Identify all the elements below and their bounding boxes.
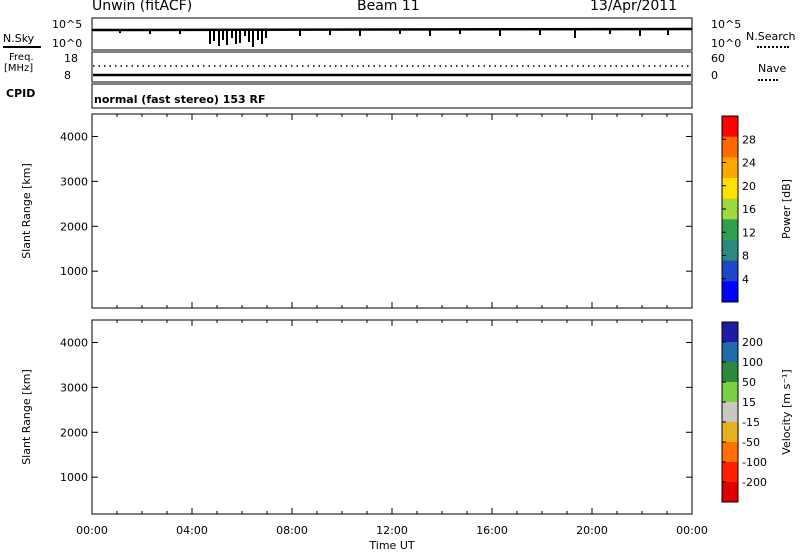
freq-tick-low: 8 bbox=[64, 69, 71, 82]
colorbar-segment bbox=[722, 281, 738, 303]
x-tick-label: 00:00 bbox=[76, 524, 108, 537]
x-tick-label: 08:00 bbox=[276, 524, 308, 537]
colorbar-segment bbox=[722, 422, 738, 443]
colorbar-segment bbox=[722, 402, 738, 423]
y-tick-label: 2000 bbox=[60, 426, 88, 439]
colorbar-tick-label: -100 bbox=[742, 456, 767, 469]
y-axis-label: Slant Range [km] bbox=[20, 163, 33, 259]
colorbar-segment bbox=[722, 442, 738, 463]
colorbar-segment bbox=[722, 362, 738, 383]
y-tick-label: 3000 bbox=[60, 175, 88, 188]
sky-panel bbox=[91, 17, 693, 51]
colorbar-segment bbox=[722, 136, 738, 158]
colorbar-segment bbox=[722, 482, 738, 503]
sky-label-underline bbox=[3, 46, 41, 48]
x-tick-label: 00:00 bbox=[676, 524, 708, 537]
y-axis-label: Slant Range [km] bbox=[20, 369, 33, 465]
freq-tick-high: 18 bbox=[64, 52, 78, 65]
colorbar-tick-label: 4 bbox=[742, 273, 749, 286]
nave-label-dots bbox=[758, 79, 778, 81]
colorbar-tick-label: 12 bbox=[742, 226, 756, 239]
y-tick-label: 2000 bbox=[60, 220, 88, 233]
colorbar-tick-label: 24 bbox=[742, 157, 756, 170]
colorbar-tick-label: 100 bbox=[742, 356, 763, 369]
nave-tick-high: 60 bbox=[711, 52, 725, 65]
colorbar-segment bbox=[722, 260, 738, 282]
colorbar-segment bbox=[722, 240, 738, 262]
beam-title: Beam 11 bbox=[357, 0, 420, 14]
colorbar-tick-label: 16 bbox=[742, 203, 756, 216]
velocity-panel bbox=[91, 319, 693, 515]
search-tick-low: 10^0 bbox=[711, 37, 742, 50]
colorbar-tick-label: 15 bbox=[742, 396, 756, 409]
search-tick-high: 10^5 bbox=[711, 18, 742, 31]
colorbar-label: Velocity [m s⁻¹] bbox=[780, 369, 793, 454]
power-panel bbox=[91, 113, 693, 309]
freq-unit-label: [MHz] bbox=[4, 63, 34, 74]
x-tick-label: 16:00 bbox=[476, 524, 508, 537]
colorbar-tick-label: -50 bbox=[742, 436, 760, 449]
colorbar-label: Power [dB] bbox=[780, 179, 793, 239]
x-tick-label: 04:00 bbox=[176, 524, 208, 537]
colorbar-segment bbox=[722, 157, 738, 179]
colorbar-tick-label: -200 bbox=[742, 476, 767, 489]
date-title: 13/Apr/2011 bbox=[590, 0, 678, 14]
colorbar-segment bbox=[722, 178, 738, 200]
colorbar-tick-label: 20 bbox=[742, 180, 756, 193]
cpid-text: normal (fast stereo) 153 RF bbox=[94, 93, 266, 106]
cpid-label: CPID bbox=[6, 87, 36, 100]
y-tick-label: 4000 bbox=[60, 130, 88, 143]
x-tick-label: 20:00 bbox=[576, 524, 608, 537]
colorbar-segment bbox=[722, 462, 738, 483]
colorbar-tick-label: -15 bbox=[742, 416, 760, 429]
freq-panel bbox=[91, 51, 693, 83]
y-tick-label: 3000 bbox=[60, 381, 88, 394]
x-tick-label: 12:00 bbox=[376, 524, 408, 537]
colorbar-frame bbox=[721, 321, 739, 503]
search-label-dots bbox=[757, 46, 789, 48]
y-tick-label: 1000 bbox=[60, 265, 88, 278]
colorbar-tick-label: 50 bbox=[742, 376, 756, 389]
colorbar-segment bbox=[722, 219, 738, 241]
colorbar-tick-label: 200 bbox=[742, 336, 763, 349]
sky-tick-low: 10^0 bbox=[52, 37, 83, 50]
search-label: N.Search bbox=[746, 30, 796, 43]
colorbar-segment bbox=[722, 322, 738, 343]
freq-label: Freq. bbox=[9, 52, 34, 63]
colorbar-tick-label: 28 bbox=[742, 133, 756, 146]
nave-tick-low: 0 bbox=[711, 69, 718, 82]
nave-label: Nave bbox=[758, 62, 787, 75]
colorbar-segment bbox=[722, 116, 738, 138]
cpid-panel bbox=[91, 83, 693, 109]
x-axis-label: Time UT bbox=[368, 539, 414, 552]
station-title: Unwin (fitACF) bbox=[92, 0, 193, 14]
colorbar-segment bbox=[722, 198, 738, 220]
y-tick-label: 1000 bbox=[60, 471, 88, 484]
colorbar-segment bbox=[722, 382, 738, 403]
sky-label: N.Sky bbox=[3, 32, 35, 45]
colorbar-tick-label: 8 bbox=[742, 250, 749, 263]
sky-tick-high: 10^5 bbox=[52, 18, 83, 31]
y-tick-label: 4000 bbox=[60, 336, 88, 349]
colorbar-segment bbox=[722, 342, 738, 363]
